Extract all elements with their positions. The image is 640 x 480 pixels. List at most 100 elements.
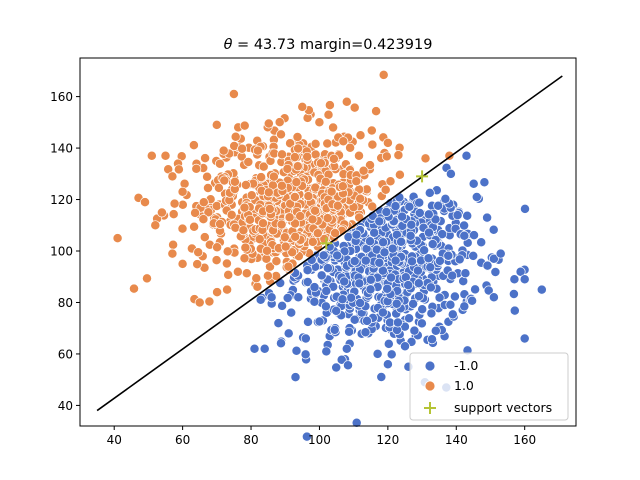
point-neg bbox=[276, 338, 286, 349]
point-neg bbox=[321, 346, 332, 357]
legend-marker-neg bbox=[424, 360, 436, 372]
point-neg bbox=[351, 417, 362, 428]
point-pos bbox=[277, 149, 287, 160]
chart-title: θ = 43.73 margin=0.423919 bbox=[224, 37, 433, 53]
point-neg bbox=[309, 296, 320, 307]
point-neg bbox=[339, 276, 350, 287]
point-neg bbox=[378, 237, 389, 248]
point-pos bbox=[228, 89, 239, 99]
point-neg bbox=[331, 362, 342, 373]
y-tick-label: 160 bbox=[50, 90, 73, 104]
point-pos bbox=[192, 259, 203, 270]
point-pos bbox=[238, 225, 249, 236]
point-pos bbox=[307, 214, 318, 225]
point-pos bbox=[202, 171, 213, 182]
point-pos bbox=[337, 181, 348, 192]
point-pos bbox=[385, 176, 396, 187]
point-neg bbox=[404, 313, 415, 324]
point-neg bbox=[479, 177, 490, 188]
point-pos bbox=[322, 213, 333, 224]
point-pos bbox=[280, 241, 291, 252]
point-pos bbox=[290, 231, 301, 242]
point-neg bbox=[406, 219, 417, 230]
point-neg bbox=[414, 197, 425, 208]
point-neg bbox=[379, 247, 390, 258]
point-neg bbox=[301, 431, 312, 442]
point-pos bbox=[191, 163, 202, 174]
point-neg bbox=[337, 294, 348, 305]
point-neg bbox=[536, 284, 547, 295]
legend-box bbox=[409, 352, 569, 421]
point-pos bbox=[258, 218, 268, 229]
point-neg bbox=[483, 285, 494, 296]
point-neg bbox=[423, 209, 434, 220]
point-pos bbox=[146, 150, 157, 161]
point-neg bbox=[454, 254, 465, 265]
x-axis: 40 60 80 100 120 140 160 bbox=[107, 426, 536, 447]
point-neg bbox=[460, 268, 471, 279]
point-neg bbox=[343, 360, 353, 371]
point-pos bbox=[285, 138, 296, 149]
chart-title-rest: = 43.73 margin=0.423919 bbox=[232, 37, 432, 53]
x-tick-label: 140 bbox=[445, 433, 468, 447]
point-neg bbox=[303, 316, 313, 327]
point-neg bbox=[413, 278, 424, 289]
legend: -1.0 1.0 support vectors bbox=[409, 352, 569, 421]
point-pos bbox=[307, 236, 318, 247]
point-neg bbox=[405, 230, 416, 241]
point-pos bbox=[246, 190, 257, 201]
point-pos bbox=[381, 151, 392, 162]
point-pos bbox=[229, 176, 240, 187]
point-neg bbox=[490, 267, 501, 277]
x-tick-label: 100 bbox=[308, 433, 331, 447]
point-pos bbox=[420, 153, 431, 164]
point-neg bbox=[427, 334, 437, 345]
point-neg bbox=[519, 274, 530, 285]
point-neg bbox=[266, 292, 277, 303]
y-tick-label: 80 bbox=[58, 296, 73, 310]
point-neg bbox=[459, 301, 470, 312]
point-neg bbox=[386, 349, 397, 360]
y-tick-label: 60 bbox=[58, 347, 73, 361]
point-neg bbox=[447, 309, 458, 320]
point-neg bbox=[386, 272, 397, 283]
point-pos bbox=[367, 139, 378, 150]
point-neg bbox=[391, 298, 402, 309]
point-pos bbox=[150, 220, 161, 231]
point-neg bbox=[282, 293, 293, 303]
point-pos bbox=[239, 120, 250, 131]
point-pos bbox=[188, 140, 199, 151]
point-pos bbox=[366, 125, 377, 136]
point-neg bbox=[381, 207, 392, 217]
point-neg bbox=[351, 229, 362, 240]
point-pos bbox=[293, 143, 304, 154]
point-pos bbox=[232, 266, 243, 277]
point-pos bbox=[345, 142, 356, 153]
point-neg bbox=[316, 270, 327, 281]
point-neg bbox=[427, 239, 438, 250]
point-pos bbox=[112, 233, 123, 244]
point-pos bbox=[215, 219, 226, 229]
point-neg bbox=[445, 168, 456, 179]
point-pos bbox=[240, 242, 251, 253]
point-neg bbox=[419, 245, 430, 256]
point-pos bbox=[310, 205, 321, 216]
point-pos bbox=[323, 109, 334, 120]
point-pos bbox=[378, 69, 389, 80]
point-neg bbox=[291, 345, 302, 356]
point-pos bbox=[303, 191, 314, 202]
y-axis: 40 60 80 100 120 140 160 bbox=[50, 90, 80, 413]
point-neg bbox=[387, 243, 398, 254]
point-neg bbox=[488, 224, 499, 235]
point-neg bbox=[377, 307, 388, 318]
point-neg bbox=[302, 277, 313, 287]
point-neg bbox=[341, 343, 352, 354]
point-pos bbox=[355, 193, 366, 204]
point-pos bbox=[367, 201, 378, 212]
point-pos bbox=[354, 150, 364, 161]
point-neg bbox=[392, 317, 403, 328]
legend-label-pos: 1.0 bbox=[454, 378, 474, 393]
point-neg bbox=[409, 325, 420, 336]
point-neg bbox=[255, 294, 266, 305]
point-neg bbox=[416, 318, 427, 329]
